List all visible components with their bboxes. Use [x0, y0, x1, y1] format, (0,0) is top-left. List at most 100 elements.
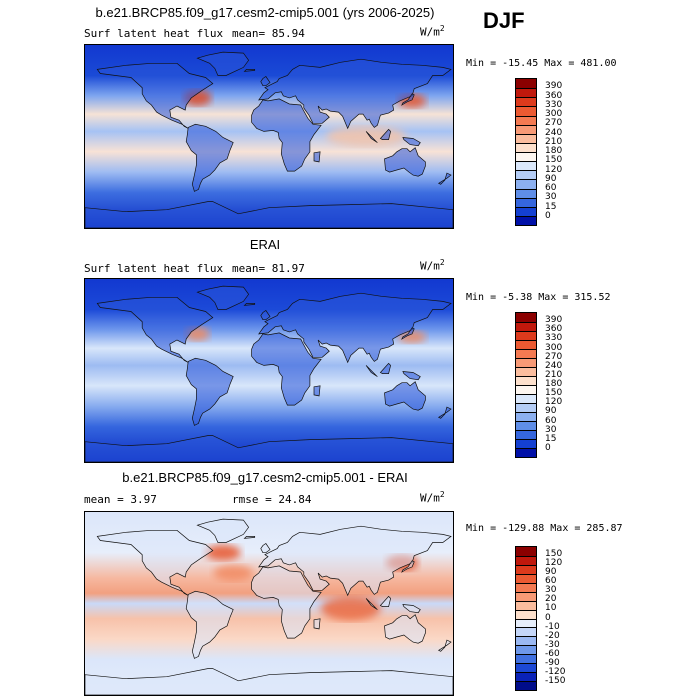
colorbar-swatch [516, 394, 536, 403]
coastline [185, 590, 234, 659]
coastline [258, 525, 452, 597]
colorbar-swatch [516, 448, 536, 457]
coastline [379, 128, 391, 140]
colorbar-tick-label: 300 [545, 109, 563, 119]
colorbar-swatch [516, 349, 536, 358]
colorbar-tick-label: 300 [545, 342, 563, 353]
panel-2-colorbar [515, 312, 537, 458]
coastline [196, 51, 250, 76]
coastline [365, 365, 378, 377]
coastline [96, 62, 214, 129]
panel-1-minmax: Min = -15.45 Max = 481.00 [466, 58, 617, 69]
colorbar-swatch [516, 547, 536, 556]
colorbar-swatch [516, 663, 536, 673]
colorbar-swatch [516, 367, 536, 376]
colorbar-swatch [516, 106, 536, 116]
coastline [401, 327, 415, 340]
field-hotspot [398, 330, 427, 343]
colorbar-tick-label: 30 [545, 585, 557, 596]
colorbar-swatch [516, 645, 536, 655]
coastline [260, 310, 271, 321]
panel-3-map [84, 511, 454, 696]
colorbar-tick-label: 330 [545, 333, 563, 344]
coastline [401, 560, 415, 573]
colorbar-tick-label: 60 [545, 576, 557, 587]
colorbar-swatch [516, 430, 536, 439]
colorbar-swatch [516, 555, 536, 565]
panel-3-rmse-label: rmse = 24.84 [232, 493, 312, 506]
colorbar-swatch [516, 672, 536, 682]
colorbar-swatch [516, 654, 536, 664]
colorbar-swatch [516, 376, 536, 385]
colorbar-tick-label: 330 [545, 99, 563, 110]
colorbar-tick-label: 210 [545, 136, 563, 147]
coastline [437, 172, 452, 185]
colorbar-swatch [516, 421, 536, 430]
panel-1-title: b.e21.BRCP85.f09_g17.cesm2-cmip5.001 (yr… [95, 5, 435, 20]
colorbar-tick-label: 20 [545, 594, 557, 605]
coastline [260, 543, 271, 554]
coastline [243, 303, 256, 306]
panel-3-colorbar [515, 546, 537, 691]
colorbar-swatch [516, 564, 536, 574]
colorbar-tick-label: 150 [545, 549, 563, 560]
field-hotspot [205, 544, 241, 561]
colorbar-tick-label: 30 [545, 192, 557, 203]
colorbar-swatch [516, 215, 536, 225]
panel-2-map [84, 278, 454, 463]
colorbar-tick-label: 15 [545, 201, 557, 212]
coastline [96, 529, 214, 596]
colorbar-tick-label: 150 [545, 388, 563, 399]
colorbar-swatch [516, 403, 536, 412]
colorbar-swatch [516, 582, 536, 592]
colorbar-swatch [516, 161, 536, 171]
colorbar-swatch [516, 609, 536, 619]
coastline [258, 292, 452, 364]
coastline [243, 69, 256, 72]
colorbar-tick-label: 60 [545, 415, 557, 426]
coastline [96, 296, 214, 363]
coastline [402, 137, 421, 147]
panel-3-minmax: Min = -129.88 Max = 285.87 [466, 523, 623, 534]
colorbar-swatch [516, 573, 536, 583]
colorbar-swatch [516, 188, 536, 198]
coastline [251, 332, 322, 406]
colorbar-tick-label: 150 [545, 155, 563, 166]
colorbar-swatch [516, 124, 536, 134]
coastline [313, 385, 321, 397]
colorbar-swatch [516, 170, 536, 180]
coastline [185, 123, 234, 192]
colorbar-tick-label: 360 [545, 324, 563, 335]
colorbar-tick-label: 30 [545, 424, 557, 435]
panel-1-colorbar-labels: 390 360 330 300 270 240 210 180 150 120 90 60 30 15 0 [545, 78, 585, 226]
panel-3-colorbar-labels: 150 120 90 60 30 20 10 0 -10 -20 -30 -60 -90 -120 -150 [545, 546, 585, 691]
colorbar-tick-label: 0 [545, 210, 551, 221]
colorbar-swatch [516, 79, 536, 89]
colorbar-swatch [516, 197, 536, 207]
colorbar-swatch [516, 358, 536, 367]
colorbar-tick-label: 210 [545, 369, 563, 380]
colorbar-tick-label: -30 [545, 639, 560, 650]
colorbar-swatch [516, 133, 536, 143]
colorbar-swatch [516, 88, 536, 98]
coastline [196, 285, 250, 310]
panel-2-title: ERAI [249, 237, 281, 252]
colorbar-tick-label: -20 [545, 630, 560, 641]
panel-1-colorbar [515, 78, 537, 226]
colorbar-tick-label: 270 [545, 351, 563, 362]
colorbar-swatch [516, 115, 536, 125]
colorbar-swatch [516, 142, 536, 152]
colorbar-swatch [516, 412, 536, 421]
coastline [258, 58, 452, 130]
colorbar-tick-label: 120 [545, 397, 563, 408]
colorbar-tick-label: 390 [545, 81, 563, 92]
panel-2-units: W/m2 [420, 258, 445, 273]
colorbar-swatch [516, 340, 536, 349]
season-label: DJF [483, 8, 525, 33]
coastline [260, 76, 271, 87]
colorbar-tick-label: 390 [545, 315, 563, 326]
colorbar-tick-label: 90 [545, 567, 557, 578]
coastline [379, 595, 391, 607]
colorbar-tick-label: 0 [545, 612, 551, 623]
colorbar-tick-label: -60 [545, 648, 560, 659]
